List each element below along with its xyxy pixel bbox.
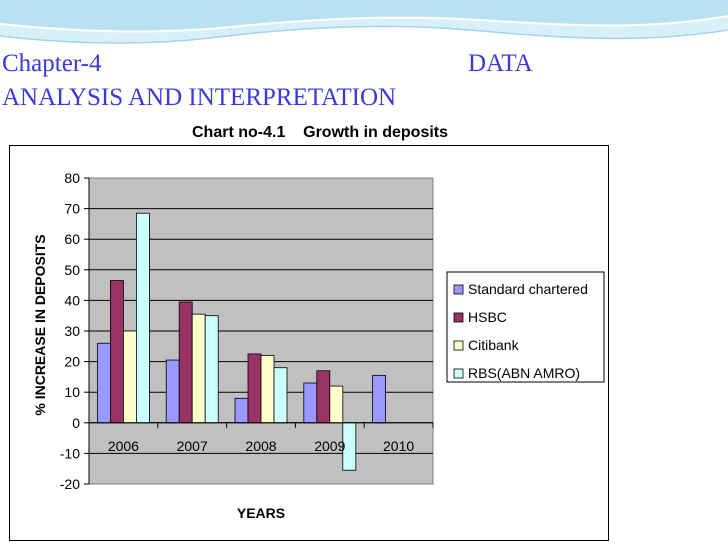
x-axis-title: YEARS xyxy=(237,505,285,521)
bar xyxy=(329,385,344,424)
legend-label: Standard chartered xyxy=(468,281,588,297)
bar xyxy=(123,330,137,424)
bar xyxy=(372,374,387,424)
bar xyxy=(316,370,331,424)
legend-swatch xyxy=(453,284,464,295)
legend xyxy=(446,271,605,383)
bar xyxy=(110,280,124,424)
bar-chart: -20 -10 0 10 20 30 40 50 60 70 80 2006 2007 2008 2009 2… xyxy=(32,170,605,521)
legend-swatch xyxy=(453,368,464,379)
chart-container: -20 -10 0 10 20 30 40 50 60 70 80 2006 2007 2008 2009 2… xyxy=(9,145,609,541)
bar xyxy=(273,367,288,424)
bar xyxy=(204,315,219,424)
x-tick-label: 2010 xyxy=(383,438,414,454)
y-tick-label: -10 xyxy=(60,445,80,461)
legend-swatch xyxy=(453,312,464,323)
y-tick-label: 10 xyxy=(64,384,80,400)
decorative-wave-banner xyxy=(0,0,728,44)
y-tick-label: 60 xyxy=(64,231,80,247)
x-tick-label: 2009 xyxy=(314,438,345,454)
y-axis-title: % INCREASE IN DEPOSITS xyxy=(32,234,48,415)
x-tick-label: 2006 xyxy=(108,438,139,454)
bar xyxy=(303,382,318,424)
y-tick-label: 0 xyxy=(72,415,80,431)
bar xyxy=(247,353,262,424)
chart-title: Chart no-4.1 Growth in deposits xyxy=(192,124,449,141)
legend-label: Citibank xyxy=(468,337,520,353)
legend-label: RBS(ABN AMRO) xyxy=(468,365,580,381)
legend-label: HSBC xyxy=(468,309,507,325)
bar xyxy=(165,359,180,424)
slide-heading-line1-right: DATA xyxy=(468,50,533,77)
y-tick-label: 40 xyxy=(64,292,80,308)
y-tick-label: -20 xyxy=(60,476,80,492)
y-tick-label: 30 xyxy=(64,323,80,339)
bar xyxy=(136,212,150,424)
bar xyxy=(191,313,206,424)
bar xyxy=(234,397,249,424)
y-tick-label: 50 xyxy=(64,262,80,278)
y-tick-label: 70 xyxy=(64,201,80,217)
x-tick-label: 2008 xyxy=(245,438,276,454)
y-tick-label: 80 xyxy=(64,170,80,186)
y-tick-label: 20 xyxy=(64,354,80,370)
bar xyxy=(178,301,193,424)
legend-swatch xyxy=(453,340,464,351)
x-tick-label: 2007 xyxy=(177,438,208,454)
bar xyxy=(260,355,275,424)
slide-heading-line1-left: Chapter-4 xyxy=(2,50,102,77)
slide-heading-line2: ANALYSIS AND INTERPRETATION xyxy=(2,84,397,111)
bar xyxy=(97,342,111,424)
